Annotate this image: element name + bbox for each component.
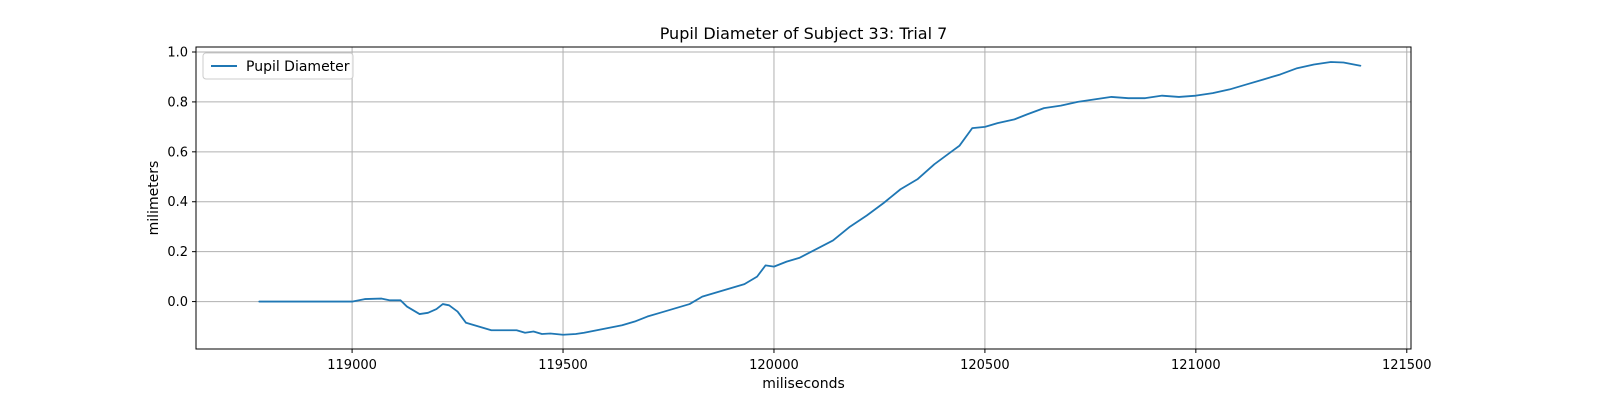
x-tick-label: 119000 bbox=[327, 358, 377, 373]
y-tick-label: 0.8 bbox=[167, 95, 188, 110]
x-tick-label: 121000 bbox=[1171, 358, 1221, 373]
legend-box bbox=[202, 52, 354, 80]
y-tick-label: 0.0 bbox=[167, 295, 188, 310]
plot-frame bbox=[195, 46, 1412, 350]
y-axis-title: milimeters bbox=[146, 161, 162, 236]
x-tick-label: 120500 bbox=[960, 358, 1010, 373]
y-tick-label: 0.6 bbox=[167, 145, 188, 160]
y-tick-label: 0.2 bbox=[167, 245, 188, 260]
x-tick-label: 121500 bbox=[1382, 358, 1432, 373]
y-tick-label: 1.0 bbox=[167, 45, 188, 60]
x-tick-label: 120000 bbox=[749, 358, 799, 373]
series-line-pupil-diameter bbox=[258, 61, 1362, 336]
x-axis-ticks: 119000 119500 120000 120500 121000 121500 bbox=[327, 349, 1432, 373]
legend-label-pupil-diameter: Pupil Diameter bbox=[246, 59, 350, 75]
x-tick-label: 119500 bbox=[538, 358, 588, 373]
y-axis-ticks: 0.0 0.2 0.4 0.6 0.8 1.0 bbox=[167, 45, 196, 310]
chart-title: Pupil Diameter of Subject 33: Trial 7 bbox=[660, 24, 948, 43]
grid-lines bbox=[196, 47, 1411, 349]
legend: Pupil Diameter bbox=[202, 52, 354, 80]
y-tick-label: 0.4 bbox=[167, 195, 188, 210]
series-layer bbox=[258, 61, 1362, 336]
x-axis-title: miliseconds bbox=[762, 376, 845, 392]
